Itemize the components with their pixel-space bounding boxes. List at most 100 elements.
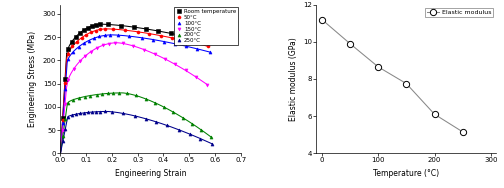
250°C xyxy=(186,133,193,135)
150°C xyxy=(62,103,68,105)
Room temperature xyxy=(206,41,212,43)
250°C xyxy=(93,111,99,113)
100°C xyxy=(207,51,213,53)
250°C xyxy=(132,115,138,117)
200°C xyxy=(105,92,111,95)
Legend: Room temperature, 50°C, 100°C, 150°C, 200°C, 250°C: Room temperature, 50°C, 100°C, 150°C, 20… xyxy=(174,8,238,45)
150°C xyxy=(120,42,126,45)
200°C xyxy=(116,92,122,94)
150°C xyxy=(193,76,199,78)
Room temperature xyxy=(73,36,79,38)
50°C xyxy=(79,37,85,39)
50°C xyxy=(110,28,116,30)
200°C xyxy=(99,93,105,95)
100°C xyxy=(66,58,72,60)
200°C xyxy=(152,102,158,104)
50°C xyxy=(88,31,94,33)
100°C xyxy=(71,50,77,53)
150°C xyxy=(106,42,112,45)
Room temperature xyxy=(81,29,87,31)
100°C xyxy=(139,37,145,39)
150°C xyxy=(94,47,100,49)
250°C xyxy=(69,114,75,116)
50°C xyxy=(193,42,199,44)
50°C xyxy=(158,35,164,37)
Room temperature xyxy=(65,48,71,50)
250°C xyxy=(89,111,95,113)
Room temperature xyxy=(62,78,68,80)
50°C xyxy=(206,45,212,48)
150°C xyxy=(88,50,94,53)
250°C xyxy=(120,112,126,114)
X-axis label: Temperature (°C): Temperature (°C) xyxy=(373,169,439,178)
100°C xyxy=(62,88,68,90)
50°C xyxy=(93,29,99,32)
100°C xyxy=(150,38,156,41)
50°C xyxy=(97,28,103,30)
100°C xyxy=(96,35,102,38)
50°C xyxy=(102,28,108,30)
200°C xyxy=(94,93,100,96)
50°C xyxy=(146,33,152,35)
50°C xyxy=(62,82,68,84)
200°C xyxy=(161,106,167,108)
Room temperature xyxy=(168,32,174,34)
200°C xyxy=(133,94,139,97)
250°C xyxy=(86,111,92,114)
250°C xyxy=(176,129,182,131)
250°C xyxy=(73,113,79,115)
50°C xyxy=(65,53,71,55)
250°C xyxy=(197,137,203,140)
200°C xyxy=(65,102,71,104)
200°C xyxy=(88,94,94,97)
100°C xyxy=(161,40,167,43)
50°C xyxy=(181,39,187,42)
Room temperature xyxy=(69,41,75,43)
Room temperature xyxy=(131,26,137,28)
200°C xyxy=(123,92,130,95)
50°C xyxy=(74,40,80,43)
250°C xyxy=(65,116,71,118)
100°C xyxy=(172,43,178,45)
200°C xyxy=(110,92,116,94)
50°C xyxy=(135,31,141,33)
Room temperature xyxy=(143,28,149,30)
150°C xyxy=(100,44,106,46)
Line: 100°C: 100°C xyxy=(61,33,211,125)
50°C xyxy=(169,37,175,39)
Y-axis label: Engineering Stress (MPa): Engineering Stress (MPa) xyxy=(28,31,37,127)
250°C xyxy=(60,140,66,142)
100°C xyxy=(81,42,87,45)
150°C xyxy=(130,45,136,47)
Room temperature xyxy=(77,32,83,34)
250°C xyxy=(81,112,87,114)
Y-axis label: Elastic modulus (GPa): Elastic modulus (GPa) xyxy=(289,37,297,121)
Room temperature xyxy=(97,23,103,25)
Line: 200°C: 200°C xyxy=(61,91,213,139)
150°C xyxy=(204,83,210,86)
50°C xyxy=(59,119,66,121)
200°C xyxy=(180,117,186,119)
150°C xyxy=(65,79,71,81)
Room temperature xyxy=(155,30,161,32)
200°C xyxy=(189,122,195,125)
Room temperature xyxy=(89,25,95,27)
100°C xyxy=(91,37,97,39)
Line: 250°C: 250°C xyxy=(61,110,214,146)
200°C xyxy=(62,118,69,120)
100°C xyxy=(102,34,108,36)
100°C xyxy=(107,34,113,36)
250°C xyxy=(62,128,69,130)
50°C xyxy=(122,29,128,31)
250°C xyxy=(109,111,115,113)
Line: Room temperature: Room temperature xyxy=(61,23,210,120)
200°C xyxy=(70,99,76,101)
Line: 50°C: 50°C xyxy=(61,27,210,122)
150°C xyxy=(162,58,168,60)
X-axis label: Engineering Strain: Engineering Strain xyxy=(115,169,186,178)
Room temperature xyxy=(192,37,198,40)
200°C xyxy=(82,96,88,98)
100°C xyxy=(195,48,201,50)
150°C xyxy=(77,60,83,63)
200°C xyxy=(77,97,83,99)
